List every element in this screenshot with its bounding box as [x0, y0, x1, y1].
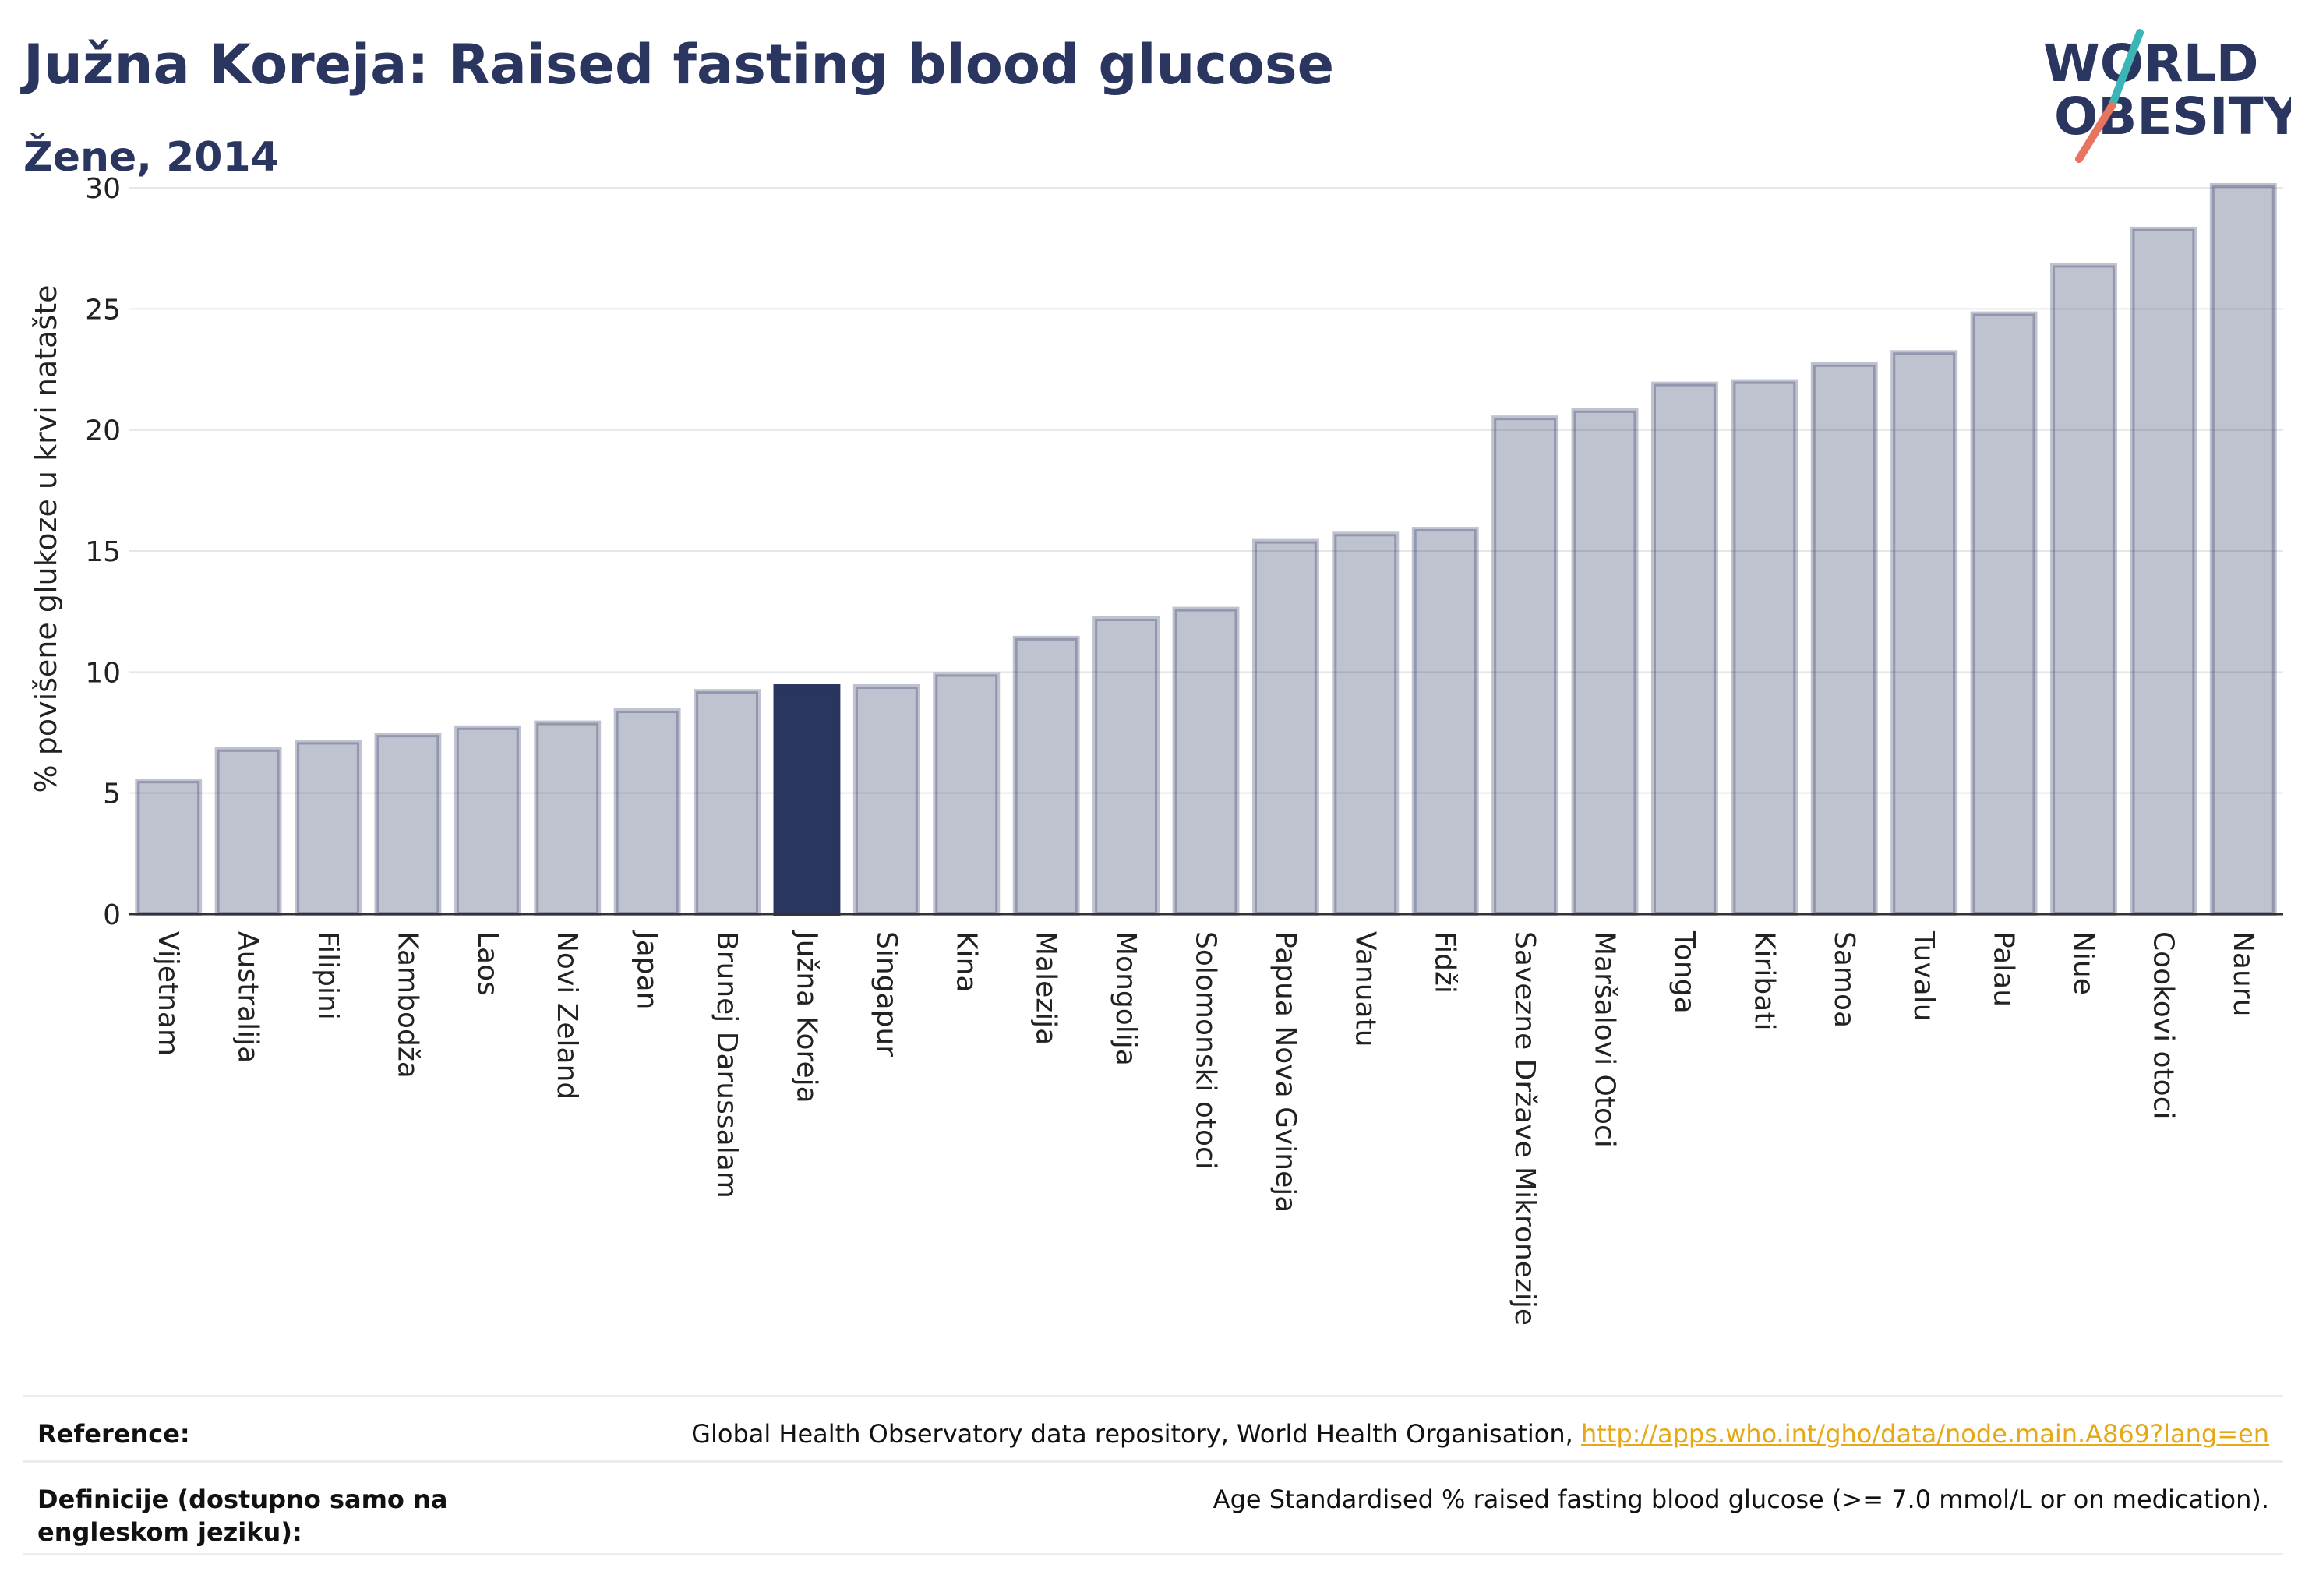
- bar: [1172, 606, 1240, 916]
- bar: [454, 725, 521, 916]
- x-tick-label: Brunej Darussalam: [711, 931, 743, 1199]
- bar: [1810, 362, 1878, 916]
- reference-value: Global Health Observatory data repositor…: [691, 1418, 2269, 1450]
- x-tick-label: Kambodža: [391, 931, 423, 1079]
- y-tick-label: 25: [85, 294, 121, 326]
- x-tick-label: Kiribati: [1748, 931, 1780, 1030]
- x-tick-label: Samoa: [1828, 931, 1860, 1028]
- x-tick-label: Singapur: [870, 931, 902, 1057]
- x-tick-label: Japan: [631, 930, 663, 1009]
- y-tick-label: 15: [85, 536, 121, 568]
- x-tick-label: Tuvalu: [1908, 930, 1940, 1022]
- bar: [1731, 379, 1798, 917]
- x-tick-label: Južna Koreja: [790, 930, 822, 1103]
- world-obesity-logo: WORLD OBESITY: [2043, 29, 2291, 163]
- x-tick-label: Cookovi otoci: [2147, 931, 2179, 1120]
- bar: [2050, 263, 2117, 917]
- reference-row: Reference: Global Health Observatory dat…: [23, 1395, 2283, 1460]
- bar: [135, 779, 203, 916]
- definition-value: Age Standardised % raised fasting blood …: [1213, 1485, 2269, 1514]
- y-axis-label: % povišene glukoze u krvi natašte: [29, 285, 63, 793]
- x-tick-label: Vanuatu: [1349, 931, 1381, 1047]
- bar: [1411, 527, 1479, 917]
- reference-label: Reference:: [37, 1419, 190, 1449]
- chart-subtitle: Žene, 2014: [23, 134, 279, 181]
- x-tick-label: Novi Zeland: [551, 931, 583, 1100]
- bar: [374, 733, 442, 916]
- bar: [295, 740, 362, 917]
- bar: [534, 720, 602, 917]
- bar: [773, 683, 841, 916]
- footer-table: Reference: Global Health Observatory dat…: [23, 1395, 2283, 1555]
- bar: [1491, 415, 1559, 916]
- x-tick-label: Maršalovi Otoci: [1589, 931, 1621, 1148]
- logo-text-world: WORLD: [2043, 34, 2259, 94]
- x-tick-label: Niue: [2067, 931, 2099, 995]
- bar: [2130, 226, 2197, 916]
- reference-text: Global Health Observatory data repositor…: [691, 1419, 1581, 1449]
- x-tick-label: Solomonski otoci: [1190, 931, 1222, 1170]
- logo-slash-teal: [2108, 29, 2144, 110]
- x-tick-label: Kina: [950, 931, 982, 993]
- y-tick-label: 30: [85, 173, 121, 205]
- x-tick-label: Savezne Države Mikronezije: [1509, 931, 1541, 1326]
- bar: [1970, 311, 2038, 917]
- bar: [1890, 350, 1958, 916]
- definition-label: Definicije (dostupno samo na engleskom j…: [37, 1485, 448, 1547]
- bar: [1092, 616, 1160, 916]
- reference-link[interactable]: http://apps.who.int/gho/data/node.main.A…: [1580, 1419, 2269, 1449]
- x-tick-label: Malezija: [1030, 931, 1062, 1045]
- bar: [933, 672, 1001, 916]
- bar: [1251, 538, 1319, 916]
- bar: [1571, 408, 1639, 916]
- x-tick-label: Vijetnam: [152, 931, 184, 1056]
- x-tick-label: Nauru: [2227, 931, 2259, 1016]
- bar: [694, 689, 761, 917]
- bar: [1012, 635, 1080, 916]
- x-tick-label: Australija: [232, 931, 264, 1063]
- x-tick-label: Tonga: [1668, 930, 1700, 1014]
- definition-row: Definicije (dostupno samo na engleskom j…: [23, 1460, 2283, 1555]
- bar: [1332, 531, 1400, 916]
- bar: [214, 747, 282, 916]
- logo-slash-coral: [2075, 102, 2116, 163]
- y-tick-label: 0: [103, 899, 121, 931]
- chart-title: Južna Koreja: Raised fasting blood gluco…: [23, 33, 1335, 97]
- bar: [852, 683, 920, 916]
- x-tick-label: Papua Nova Gvineja: [1269, 931, 1301, 1213]
- bar: [2209, 182, 2277, 916]
- y-tick-label: 5: [103, 779, 121, 810]
- bar: [613, 708, 681, 916]
- x-tick-label: Filipini: [312, 931, 344, 1020]
- x-tick-label: Laos: [471, 931, 503, 996]
- x-tick-label: Mongolija: [1110, 931, 1142, 1066]
- y-tick-label: 20: [85, 415, 121, 447]
- bar: [1651, 381, 1718, 917]
- x-tick-label: Fidži: [1429, 931, 1461, 994]
- bar-chart: 0 5 10 15 20 25 30 % povišene glukoze u krvi na…: [29, 173, 2283, 1326]
- x-tick-label: Palau: [1988, 931, 2020, 1007]
- y-tick-label: 10: [85, 657, 121, 689]
